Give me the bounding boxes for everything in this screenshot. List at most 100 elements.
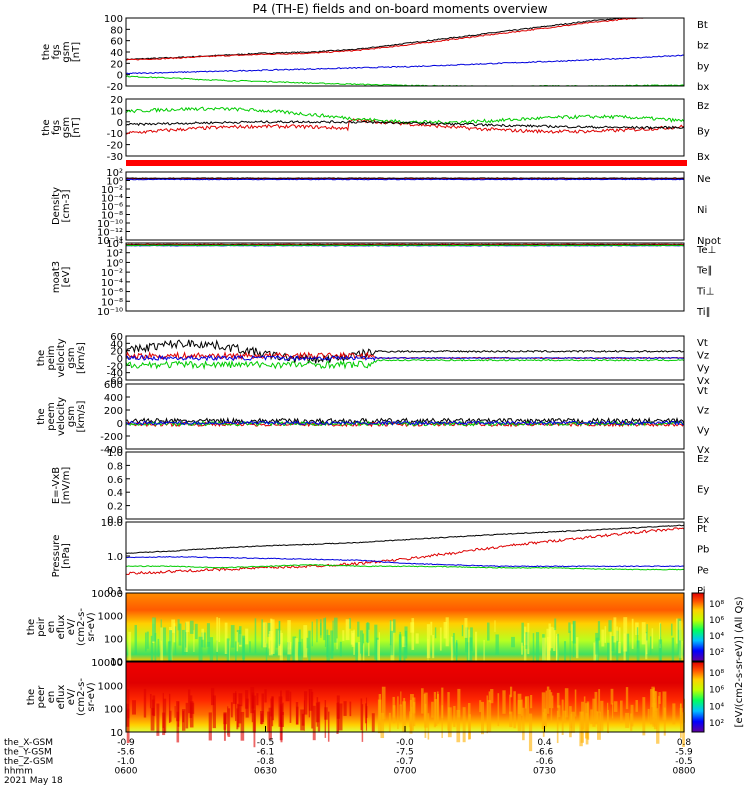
spectrogram-cell — [378, 632, 380, 667]
spectrogram-cell — [461, 624, 464, 637]
spectrogram-cell — [557, 705, 561, 718]
spectrogram-cell — [312, 705, 316, 741]
spectrogram-cell — [169, 710, 172, 722]
spectrogram-cell — [481, 701, 484, 735]
spectrogram-cell — [212, 695, 216, 729]
spectrogram-cell — [421, 688, 424, 714]
x-row-label: the_Y-GSM — [4, 748, 52, 758]
spectrogram-cell — [327, 711, 330, 742]
spectrogram-cell — [177, 619, 180, 631]
spectrogram-cell — [541, 692, 546, 730]
spectrogram-cell — [676, 618, 679, 644]
spectrogram-cell — [333, 617, 338, 643]
x-row-label: the_Z-GSM — [4, 757, 53, 767]
spectrogram-cell — [190, 702, 195, 714]
spectrogram-cell — [671, 637, 675, 674]
spectrogram-cell — [453, 633, 455, 654]
spectrogram-cell — [224, 622, 228, 654]
spectrogram-cell — [550, 692, 553, 723]
spectrogram-cell — [317, 701, 321, 732]
spectrogram-cell — [681, 640, 683, 670]
spectrogram-cell — [208, 712, 212, 741]
spectrogram-cell — [525, 696, 530, 721]
spectrogram-cell — [616, 630, 619, 663]
spectrogram-cell — [261, 693, 265, 723]
spectrogram-cell — [303, 700, 305, 731]
spectrogram-cell — [163, 698, 167, 733]
spectrogram-cell — [143, 688, 147, 718]
spectrogram-cell — [348, 618, 351, 629]
y-tick-label: 10 — [110, 106, 123, 117]
spectrogram-cell — [149, 693, 152, 709]
spectrogram-cell — [453, 705, 456, 727]
y-tick-label: 1.0 — [107, 448, 123, 459]
y-axis-label: the — [41, 44, 52, 60]
legend-Pb: Pb — [697, 545, 709, 556]
spectrogram-cell — [598, 689, 601, 713]
legend-Te∥: Te∥ — [696, 266, 713, 277]
y-tick-label: 10 — [110, 728, 123, 739]
spectrogram-cell — [194, 623, 198, 640]
spectrogram-cell — [206, 623, 210, 647]
spectrogram-cell — [251, 692, 255, 709]
legend-Vx: Vx — [697, 445, 710, 456]
series-Pt — [125, 524, 685, 554]
series-Ti-par — [125, 244, 684, 247]
panel-efield: E=-VxB [mV/m] 1.0 0.8 0.6 0.4 0.2 0.0 Ez Ey Ex — [51, 448, 709, 526]
legend-Bx: Bx — [697, 152, 710, 163]
spectrogram-cell — [653, 691, 658, 712]
spectrogram-cell — [254, 618, 257, 654]
spectrogram-cell — [646, 624, 648, 654]
spectrogram-cell — [527, 623, 530, 655]
spectrogram-cell — [375, 637, 379, 675]
spectrogram-cell — [265, 643, 268, 673]
spectrogram-cell — [404, 626, 408, 655]
spectrogram-cell — [338, 703, 343, 731]
y-axis-label: velocity — [56, 397, 67, 436]
colorbar-tick: 10⁸ — [709, 600, 724, 610]
spectrogram-cell — [546, 686, 550, 714]
spectrogram-cell — [450, 636, 454, 668]
spectrogram-cell — [267, 622, 272, 637]
spectrogram-cell — [409, 711, 411, 728]
spectrogram-cell — [630, 713, 633, 731]
y-axis-label: eflux — [56, 685, 67, 710]
spectrogram-cell — [371, 713, 375, 732]
spectrogram-cell — [679, 708, 683, 724]
spectrogram-cell — [267, 711, 271, 733]
spectrogram-cell — [631, 618, 634, 649]
spectrogram-cell — [332, 620, 334, 652]
spectrogram-cell — [268, 631, 273, 656]
y-tick-label: 0 — [117, 354, 123, 365]
spectrogram-cell — [236, 629, 241, 643]
y-tick-label: -20 — [107, 141, 123, 152]
y-tick-label: 10.0 — [101, 518, 123, 529]
spectrogram-cell — [336, 638, 338, 650]
spectrogram-cell — [604, 626, 607, 643]
legend-by: by — [697, 61, 709, 72]
spectrogram-cell — [521, 622, 524, 646]
legend-Ni: Ni — [697, 205, 707, 216]
spectrogram-cell — [487, 622, 490, 641]
spectrogram-cell — [198, 636, 203, 675]
y-axis-label: peer — [36, 685, 47, 709]
spectrogram-cell — [551, 695, 554, 709]
spectrogram-cell — [561, 699, 564, 735]
spectrogram-cell — [154, 632, 157, 664]
spectrogram-cell — [456, 640, 458, 677]
series-Vx — [125, 354, 685, 362]
y-tick-label: -20 — [107, 361, 123, 372]
x-tick-label: 0.4 — [537, 738, 552, 748]
spectrogram-cell — [157, 638, 160, 657]
y-tick-label: 0.4 — [107, 488, 123, 499]
spectrogram-cell — [240, 711, 245, 741]
spectrogram-cell — [381, 686, 386, 720]
y-tick-label: 20 — [110, 59, 123, 70]
spectrogram-cell — [462, 707, 466, 743]
spectrogram-cell — [343, 701, 347, 716]
spectrogram-cell — [342, 630, 345, 641]
spectrogram-cell — [530, 694, 533, 709]
y-axis-label: eV/ — [66, 618, 77, 635]
spectrogram-cell — [488, 691, 491, 703]
